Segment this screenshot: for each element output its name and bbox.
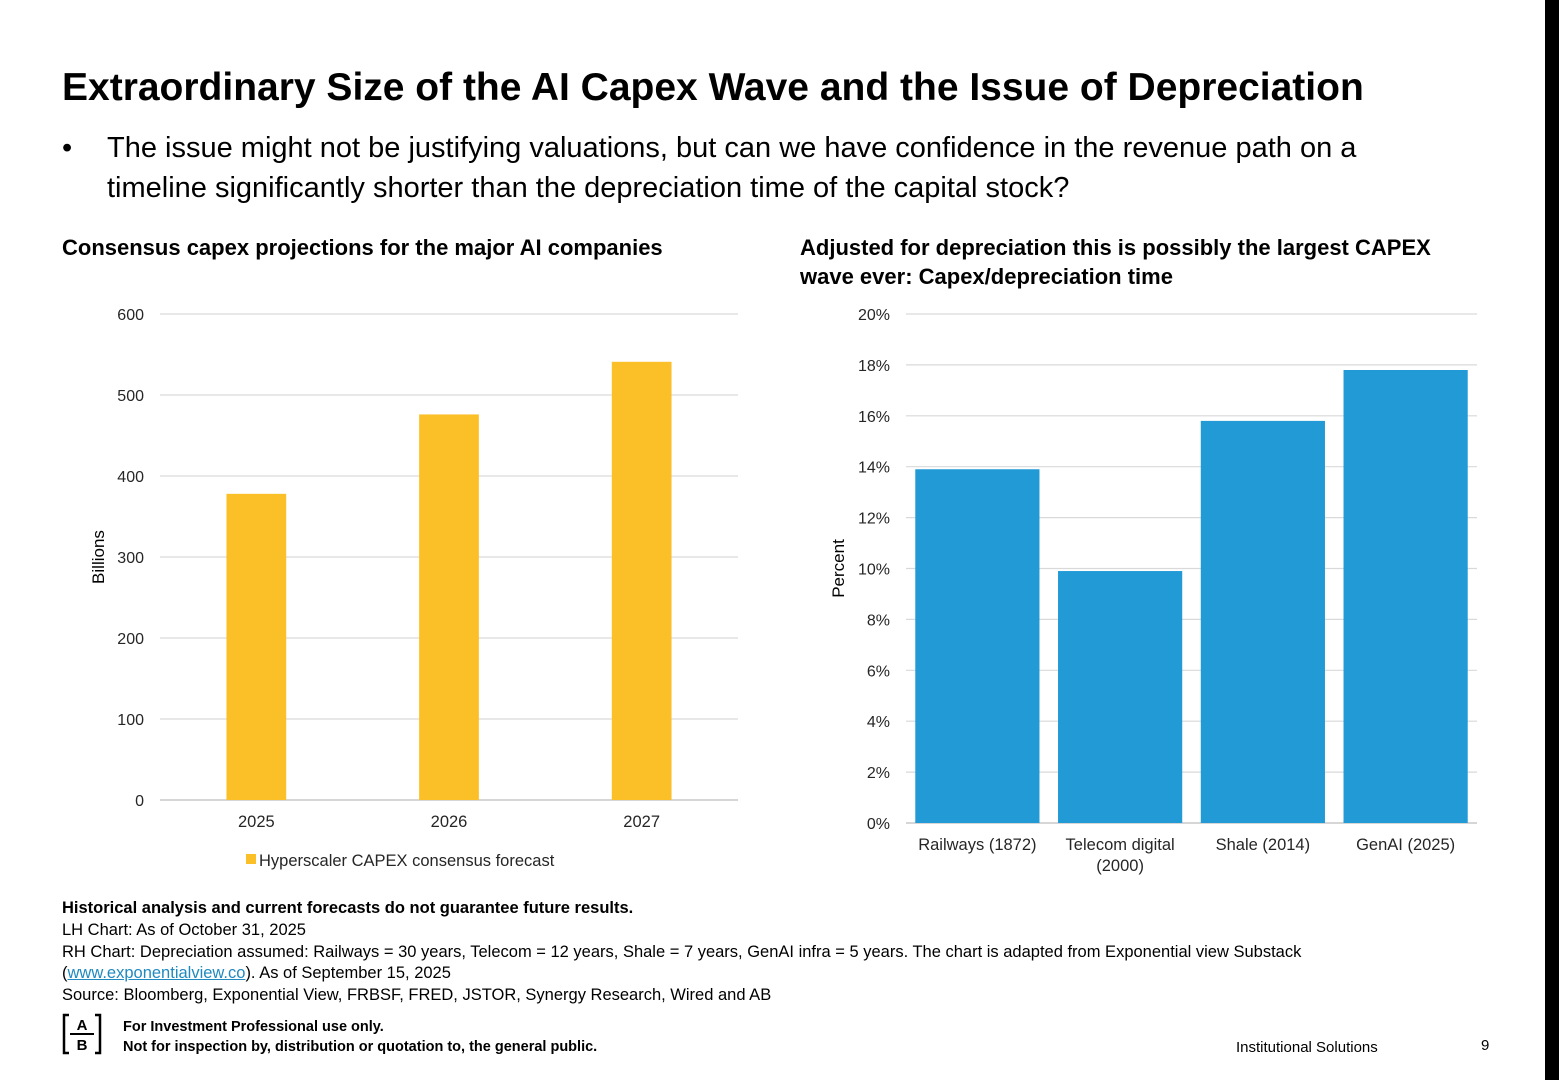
- left-chart-ytick-label: 300: [117, 550, 144, 567]
- left-chart-ytick-label: 500: [117, 388, 144, 405]
- right-chart-ytick-label: 6%: [867, 663, 890, 680]
- disclaimer-line-1: For Investment Professional use only.: [123, 1019, 384, 1035]
- right-chart-title-line-1: Adjusted for depreciation this is possib…: [800, 235, 1431, 260]
- right-chart-ytick-label: 14%: [858, 460, 890, 477]
- right-chart-ylabel: Percent: [829, 539, 848, 598]
- right-chart-bar: [915, 469, 1040, 823]
- left-chart-ytick-label: 400: [117, 469, 144, 486]
- right-chart-bar: [1200, 420, 1325, 823]
- footnotes: Historical analysis and current forecast…: [62, 898, 1522, 1007]
- left-chart-legend-swatch: [246, 854, 256, 864]
- right-chart-xtick-label: Railways (1872): [918, 836, 1036, 854]
- right-chart-bar: [1343, 369, 1468, 823]
- right-edge-bar: [1545, 0, 1559, 1080]
- disclaimer-warning: Historical analysis and current forecast…: [62, 899, 634, 917]
- logo-letter-b: B: [77, 1037, 88, 1054]
- right-chart-ytick-label: 16%: [858, 409, 890, 426]
- right-chart-ytick-label: 18%: [858, 358, 890, 375]
- right-chart-ytick-label: 20%: [858, 307, 890, 324]
- bullet-text: The issue might not be justifying valuat…: [107, 128, 1507, 208]
- left-chart-xtick-label: 2026: [431, 813, 468, 831]
- left-chart-ytick-label: 600: [117, 307, 144, 324]
- left-chart-ytick-label: 0: [135, 793, 144, 810]
- bullet-marker: •: [62, 132, 73, 164]
- bullet-line-1: The issue might not be justifying valuat…: [107, 132, 1357, 164]
- disclaimer-line-2: Not for inspection by, distribution or q…: [123, 1038, 598, 1055]
- right-chart-xtick-label: Telecom digital: [1066, 836, 1175, 854]
- right-chart-title: Adjusted for depreciation this is possib…: [800, 233, 1431, 291]
- left-chart-legend-label: Hyperscaler CAPEX consensus forecast: [259, 852, 555, 870]
- left-chart-bar: [611, 361, 672, 800]
- right-chart-ytick-label: 12%: [858, 511, 890, 528]
- left-chart-bar: [419, 414, 479, 800]
- left-chart-ytick-label: 200: [117, 631, 144, 648]
- left-chart-title: Consensus capex projections for the majo…: [62, 235, 663, 260]
- right-chart-ytick-label: 4%: [867, 714, 890, 731]
- left-chart-ylabel: Billions: [89, 530, 108, 584]
- right-chart-xtick-label: Shale (2014): [1216, 836, 1310, 854]
- left-chart-bar: [226, 493, 287, 800]
- ab-logo: A B: [62, 1013, 102, 1055]
- right-chart-xtick-label: (2000): [1096, 857, 1144, 875]
- source-note: Source: Bloomberg, Exponential View, FRB…: [62, 986, 772, 1005]
- left-chart-xtick-label: 2025: [238, 813, 275, 831]
- right-chart-bar: [1058, 571, 1183, 823]
- right-chart-xtick-label: GenAI (2025): [1356, 836, 1455, 854]
- footer-label: Institutional Solutions: [1236, 1039, 1378, 1056]
- right-chart-title-line-2: wave ever: Capex/depreciation time: [800, 264, 1173, 289]
- right-chart-ytick-label: 10%: [858, 562, 890, 579]
- left-chart-ytick-label: 100: [117, 712, 144, 729]
- right-chart-ytick-label: 2%: [867, 765, 890, 782]
- rh-chart-note: RH Chart: Depreciation assumed: Railways…: [62, 942, 1302, 961]
- lh-chart-note: LH Chart: As of October 31, 2025: [62, 920, 306, 939]
- right-chart-ytick-label: 0%: [867, 816, 890, 833]
- bullet-line-2: timeline significantly shorter than the …: [107, 172, 1070, 204]
- professional-use-disclaimer: For Investment Professional use only. No…: [123, 1018, 597, 1057]
- page-number: 9: [1481, 1037, 1490, 1054]
- rh-chart-note-cont: (www.exponentialview.co). As of Septembe…: [62, 963, 1522, 985]
- left-chart-xtick-label: 2027: [623, 813, 660, 831]
- rh-date: ). As of September 15, 2025: [245, 964, 451, 983]
- rh-open-paren: (: [62, 964, 68, 983]
- logo-letter-a: A: [77, 1017, 88, 1034]
- exponentialview-link[interactable]: www.exponentialview.co: [67, 964, 246, 983]
- right-chart-ytick-label: 8%: [867, 612, 890, 629]
- page-title: Extraordinary Size of the AI Capex Wave …: [62, 66, 1364, 109]
